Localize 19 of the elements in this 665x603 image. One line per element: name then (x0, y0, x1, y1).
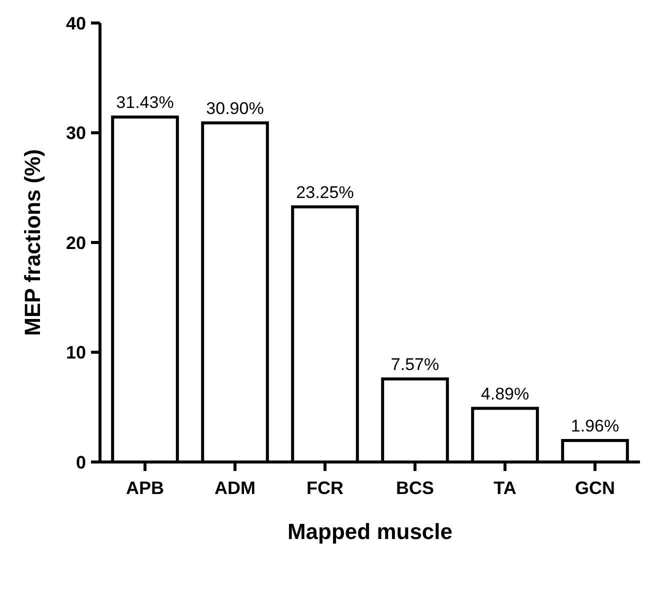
x-axis-title: Mapped muscle (287, 519, 453, 544)
y-tick-label: 10 (66, 342, 86, 363)
x-tick-label: FCR (306, 478, 344, 498)
x-tick-label: BCS (396, 478, 434, 498)
data-label: 7.57% (390, 354, 440, 374)
x-tick-label: TA (494, 478, 516, 498)
y-tick-label: 0 (76, 452, 86, 472)
x-tick-label: GCN (575, 478, 615, 498)
data-label: 4.89% (480, 384, 530, 404)
data-label: 30.90% (206, 98, 264, 118)
x-tick-label: ADM (214, 478, 256, 498)
y-tick-label: 20 (66, 232, 86, 253)
data-label: 23.25% (296, 182, 354, 202)
y-tick-label: 40 (66, 13, 86, 34)
y-tick-label: 30 (66, 123, 86, 144)
data-label: 31.43% (116, 93, 174, 112)
x-tick-label: APB (126, 478, 164, 498)
y-axis-title: MEP fractions (%) (20, 149, 45, 336)
data-label: 1.96% (570, 416, 620, 436)
